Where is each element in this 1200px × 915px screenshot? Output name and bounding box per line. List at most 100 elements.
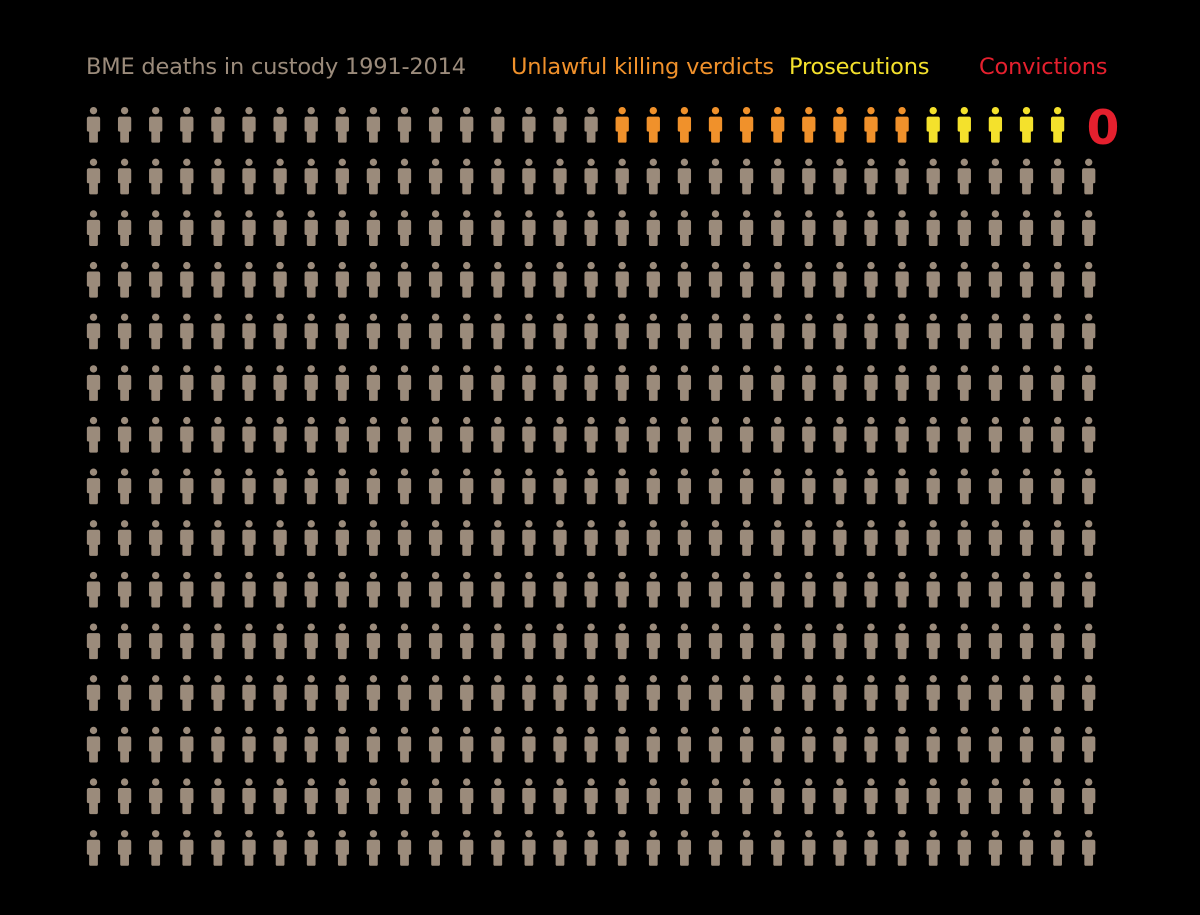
person-icon [1019, 365, 1034, 401]
person-icon [1050, 106, 1065, 143]
person-icon [895, 571, 909, 608]
person-icon [180, 365, 194, 401]
person-icon [1082, 365, 1096, 401]
person-icon [180, 726, 194, 763]
person-icon [864, 365, 878, 401]
person-icon [957, 261, 971, 298]
person-icon [460, 158, 474, 195]
person-icon [211, 726, 225, 763]
person-icon [646, 726, 660, 763]
person-icon [771, 830, 785, 866]
person-icon [771, 313, 785, 350]
person-icon [553, 261, 567, 298]
person-icon [553, 623, 567, 660]
person-icon [366, 726, 381, 763]
person-icon [833, 261, 847, 298]
person-icon [117, 313, 132, 350]
person-icon [86, 416, 101, 453]
person-icon [802, 106, 816, 143]
person-icon [833, 106, 847, 143]
person-icon [677, 468, 692, 505]
person-icon [988, 726, 1003, 763]
person-icon [491, 106, 505, 143]
person-icon [802, 210, 816, 246]
person-icon [988, 778, 1003, 815]
person-icon [802, 520, 816, 556]
person-icon [988, 468, 1003, 505]
person-icon [428, 778, 443, 815]
person-icon [366, 623, 381, 660]
person-icon [149, 261, 163, 298]
person-icon [1050, 520, 1065, 556]
person-icon [460, 416, 474, 453]
person-icon [802, 365, 816, 401]
person-icon [677, 520, 692, 556]
person-icon [180, 778, 194, 815]
person-icon [522, 158, 536, 195]
person-icon [491, 365, 505, 401]
person-icon [1019, 830, 1034, 866]
person-icon [1050, 571, 1065, 608]
person-icon [864, 158, 878, 195]
person-icon [522, 365, 536, 401]
person-icon [491, 830, 505, 866]
person-icon [211, 313, 225, 350]
person-icon [584, 416, 598, 453]
person-icon [677, 313, 692, 350]
person-icon [895, 520, 909, 556]
person-icon [366, 571, 381, 608]
person-icon [304, 158, 318, 195]
person-icon [117, 830, 132, 866]
person-icon [304, 106, 318, 143]
person-icon [273, 313, 287, 350]
person-icon [335, 468, 349, 505]
person-icon [553, 830, 567, 866]
person-icon [180, 313, 194, 350]
person-icon [708, 416, 723, 453]
person-icon [149, 520, 163, 556]
person-icon [584, 158, 598, 195]
person-icon [1082, 158, 1096, 195]
person-icon [180, 571, 194, 608]
person-icon [802, 313, 816, 350]
person-icon [335, 210, 349, 246]
person-icon [615, 365, 629, 401]
person-icon [397, 726, 412, 763]
person-icon [553, 158, 567, 195]
person-icon [957, 726, 971, 763]
person-icon [553, 313, 567, 350]
person-icon [1050, 778, 1065, 815]
person-icon [1082, 416, 1096, 453]
person-icon [957, 210, 971, 246]
person-icon [117, 778, 132, 815]
person-icon [242, 520, 256, 556]
person-icon [864, 623, 878, 660]
person-icon [242, 158, 256, 195]
person-icon [273, 210, 287, 246]
person-icon [988, 313, 1003, 350]
person-icon [739, 106, 754, 143]
person-icon [771, 365, 785, 401]
person-icon [397, 261, 412, 298]
person-icon [677, 158, 692, 195]
person-icon [211, 623, 225, 660]
person-icon [211, 778, 225, 815]
person-icon [335, 675, 349, 711]
person-icon [428, 830, 443, 866]
person-icon [149, 313, 163, 350]
person-icon [522, 778, 536, 815]
person-icon [491, 468, 505, 505]
person-icon [1019, 778, 1034, 815]
person-icon [926, 468, 940, 505]
person-icon [988, 520, 1003, 556]
person-icon [708, 571, 723, 608]
person-icon [428, 726, 443, 763]
person-icon [677, 830, 692, 866]
person-icon [677, 778, 692, 815]
person-icon [149, 675, 163, 711]
person-icon [180, 675, 194, 711]
person-icon [304, 210, 318, 246]
person-icon [864, 778, 878, 815]
person-icon [1050, 416, 1065, 453]
